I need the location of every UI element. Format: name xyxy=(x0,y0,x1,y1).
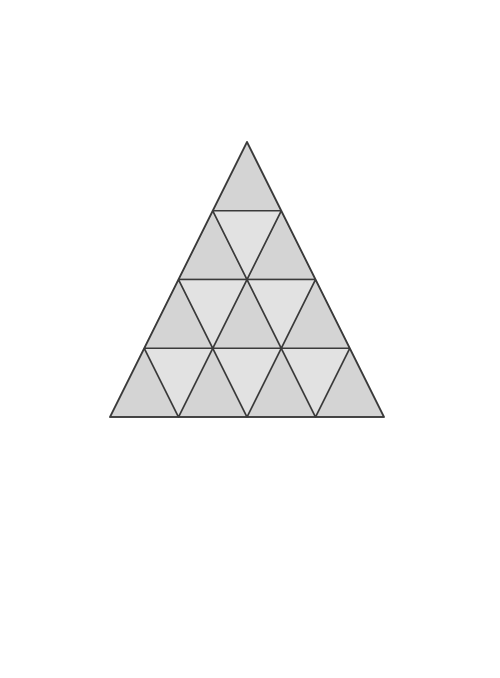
triangle-cells xyxy=(109,141,385,418)
upward-triangle-cell xyxy=(211,141,283,212)
downward-triangle-cell xyxy=(177,278,248,350)
downward-triangle-cell xyxy=(143,347,214,418)
downward-triangle-cell xyxy=(280,347,351,418)
downward-triangle-cell xyxy=(246,278,317,350)
outer-triangle-outline xyxy=(109,141,385,418)
downward-triangle-cell xyxy=(211,347,283,418)
downward-triangle-cell xyxy=(211,209,283,281)
